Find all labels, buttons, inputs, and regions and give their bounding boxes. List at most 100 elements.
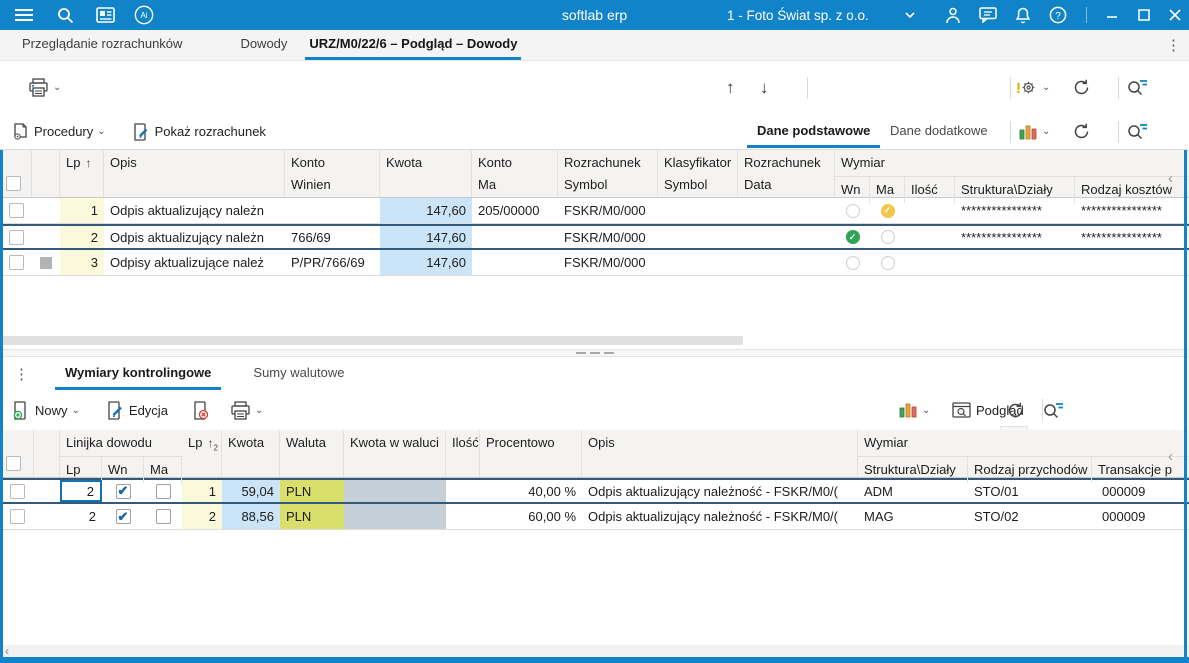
header-konto-winien[interactable]: KontoWinien [285, 150, 380, 197]
cell-lp[interactable]: 1 [182, 480, 222, 502]
table-row-selected[interactable]: 2 1 59,04 PLN 40,00 % Odpis aktualizując… [0, 478, 1189, 504]
row-select-checkbox[interactable] [0, 504, 34, 529]
cell-kwota-w-walucie[interactable] [344, 480, 446, 502]
user-icon[interactable] [943, 5, 963, 25]
cell-procentowo[interactable]: 40,00 % [480, 480, 582, 502]
table-row[interactable]: 1 Odpis aktualizujący należn 147,60 205/… [0, 198, 1189, 224]
search-filter-icon[interactable] [1126, 122, 1148, 141]
cell-konto-ma[interactable]: 205/00000 [472, 198, 558, 223]
cell-wn-checkbox[interactable] [102, 504, 144, 529]
cell-ma-checkbox[interactable] [144, 504, 182, 529]
cell-klasyfikator[interactable] [658, 226, 738, 248]
header-kwota-w-walucie[interactable]: Kwota w waluci [344, 430, 446, 477]
cell-konto-ma[interactable] [472, 250, 558, 275]
show-settlement-button[interactable]: Pokaż rozrachunek [132, 123, 266, 141]
new-button[interactable]: Nowy ⌄ [12, 401, 80, 420]
header-rozrachunek-data[interactable]: RozrachunekData [738, 150, 835, 197]
menu-icon[interactable] [14, 5, 34, 25]
cell-wymiar-wn-status[interactable] [835, 198, 870, 223]
cell-konto-ma[interactable] [472, 226, 558, 248]
news-icon[interactable] [95, 5, 115, 25]
cell-rozrachunek-symbol[interactable]: FSKR/M0/000 [558, 198, 658, 223]
header-kwota[interactable]: Kwota [222, 430, 280, 477]
bar-chart-icon[interactable]: ⌄ [1018, 123, 1050, 141]
cell-konto-winien[interactable]: P/PR/766/69 [285, 250, 380, 275]
kebab-icon[interactable]: ⋮ [1166, 36, 1181, 54]
chat-icon[interactable] [978, 5, 998, 25]
tab-wymiary-kontrolingowe[interactable]: Wymiary kontrolingowe [55, 357, 221, 390]
cell-lp[interactable]: 2 [182, 504, 222, 529]
cell-rozrachunek-symbol[interactable]: FSKR/M0/000 [558, 226, 658, 248]
cell-klasyfikator[interactable] [658, 250, 738, 275]
cell-wymiar-wn-status[interactable] [835, 250, 870, 275]
refresh-icon[interactable] [1072, 78, 1091, 97]
row-select-checkbox[interactable] [0, 480, 34, 502]
cell-rodzaj-przychodow[interactable]: STO/01 [968, 480, 1092, 502]
cell-ilosc[interactable] [446, 480, 480, 502]
cell-opis[interactable]: Odpis aktualizujący należn [104, 198, 285, 223]
delete-button[interactable] [192, 401, 210, 420]
hscrollbar-thumb[interactable] [0, 336, 743, 345]
cell-transakcje[interactable]: 000009 [1092, 480, 1189, 502]
cell-waluta[interactable]: PLN [280, 480, 344, 502]
cell-rodzaj-kosztow[interactable]: **************** [1075, 226, 1189, 248]
header-klasyfikator-symbol[interactable]: KlasyfikatorSymbol [658, 150, 738, 197]
company-selector-label[interactable]: 1 - Foto Świat sp. z o.o. [727, 8, 869, 23]
move-up-button[interactable]: ↑ [726, 78, 735, 98]
cell-rodzaj-kosztow[interactable]: **************** [1075, 198, 1189, 223]
search-filter-icon[interactable] [1042, 401, 1064, 420]
cell-rozrachunek-data[interactable] [738, 226, 835, 248]
refresh-icon[interactable] [1072, 122, 1091, 141]
tab-sumy-walutowe[interactable]: Sumy walutowe [243, 357, 354, 390]
header-konto-ma[interactable]: KontoMa [472, 150, 558, 197]
tab-dowody[interactable]: Dowody [236, 30, 291, 60]
cell-struktura[interactable]: MAG [858, 504, 968, 529]
cell-procentowo[interactable]: 60,00 % [480, 504, 582, 529]
cell-opis[interactable]: Odpisy aktualizujące należ [104, 250, 285, 275]
cell-ma-checkbox[interactable] [144, 480, 182, 502]
bell-icon[interactable] [1013, 5, 1033, 25]
cell-wn-checkbox[interactable] [102, 480, 144, 502]
cell-wymiar-ma-status[interactable] [870, 226, 905, 248]
select-all-checkbox[interactable] [0, 150, 32, 197]
table-row[interactable]: 2 2 88,56 PLN 60,00 % Odpis aktualizując… [0, 504, 1189, 530]
row-select-checkbox[interactable] [0, 250, 32, 275]
help-icon[interactable]: ? [1048, 5, 1068, 25]
select-all-checkbox[interactable] [0, 430, 34, 477]
cell-wymiar-ma-status[interactable] [870, 250, 905, 275]
move-down-button[interactable]: ↓ [760, 78, 769, 98]
ai-icon[interactable]: Ai [134, 5, 154, 25]
cell-klasyfikator[interactable] [658, 198, 738, 223]
close-icon[interactable] [1165, 5, 1185, 25]
cell-rozrachunek-data[interactable] [738, 198, 835, 223]
cell-konto-winien[interactable] [285, 198, 380, 223]
minimize-icon[interactable] [1102, 5, 1122, 25]
header-rozrachunek-symbol[interactable]: RozrachunekSymbol [558, 150, 658, 197]
cell-ilosc[interactable] [905, 250, 955, 275]
hscrollbar[interactable]: ‹ [0, 645, 1189, 657]
cell-struktura[interactable]: **************** [955, 198, 1075, 223]
header-kwota[interactable]: Kwota [380, 150, 472, 197]
search-filter-icon[interactable] [1126, 78, 1148, 97]
bar-chart-icon[interactable]: ⌄ [898, 401, 930, 419]
cell-lp[interactable]: 1 [60, 198, 104, 223]
cell-wymiar-wn-status[interactable] [835, 226, 870, 248]
cell-rozrachunek-data[interactable] [738, 250, 835, 275]
cell-kwota[interactable]: 88,56 [222, 504, 280, 529]
cell-waluta[interactable]: PLN [280, 504, 344, 529]
maximize-icon[interactable] [1134, 5, 1154, 25]
tab-przegladanie-rozrachunkow[interactable]: Przeglądanie rozrachunków [18, 30, 186, 60]
cell-kwota-w-walucie[interactable] [344, 504, 446, 529]
row-select-checkbox[interactable] [0, 226, 32, 248]
table-row-selected[interactable]: 2 Odpis aktualizujący należn 766/69 147,… [0, 224, 1189, 250]
refresh-icon[interactable] [1006, 401, 1025, 420]
cell-struktura[interactable] [955, 250, 1075, 275]
cell-ilosc[interactable] [905, 198, 955, 223]
collapse-left-icon[interactable]: ‹ [1168, 448, 1173, 465]
tab-dane-dodatkowe[interactable]: Dane dodatkowe [880, 115, 998, 148]
cell-lp[interactable]: 2 [60, 226, 104, 248]
procedures-button[interactable]: Procedury ⌄ [12, 123, 106, 141]
kebab-icon[interactable]: ⋮ [14, 357, 29, 390]
edit-button[interactable]: Edycja [106, 401, 168, 420]
cell-konto-winien[interactable]: 766/69 [285, 226, 380, 248]
